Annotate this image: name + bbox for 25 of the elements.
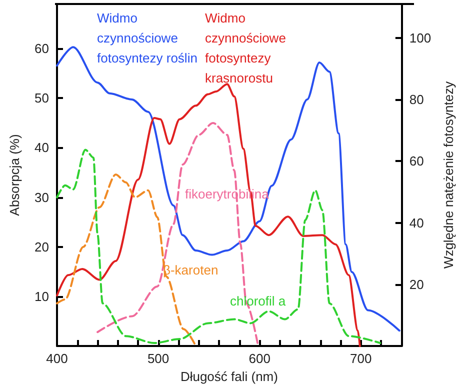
y2-tick-label: 60 <box>409 154 424 169</box>
series-label: Widmo czynnościowe fotosyntezy roślin <box>97 10 198 66</box>
y-tick-label: 60 <box>34 41 49 56</box>
line-series <box>56 148 382 344</box>
line-series <box>56 46 400 332</box>
y2-tick-label: 20 <box>409 276 424 292</box>
y-tick-label: 40 <box>34 140 49 156</box>
series-label: Widmo czynnościowe fotosyntezy krasnorostu <box>205 10 290 86</box>
y2-tick-label: 100 <box>409 30 432 46</box>
y-tick-label: 10 <box>34 288 49 304</box>
x-tick-label: 600 <box>248 351 270 366</box>
series-label: chlorofil a <box>230 294 286 308</box>
y-tick-label: 50 <box>34 90 49 106</box>
line-series <box>56 83 361 347</box>
y-axis-title: Absorpcja (%) <box>7 134 22 216</box>
y-tick-label: 20 <box>34 239 49 254</box>
y2-axis-title: Względne natężenie fotosyntezy <box>441 80 456 269</box>
x-axis-title: Długość fali (nm) <box>180 369 278 384</box>
x-tick-label: 400 <box>46 351 68 366</box>
series-label: β-karoten <box>163 262 218 278</box>
x-tick-label: 700 <box>350 351 372 366</box>
y-tick-label: 30 <box>34 190 49 205</box>
y2-tick-label: 80 <box>409 92 424 108</box>
x-tick-label: 500 <box>147 351 170 366</box>
y2-tick-label: 40 <box>409 215 424 230</box>
